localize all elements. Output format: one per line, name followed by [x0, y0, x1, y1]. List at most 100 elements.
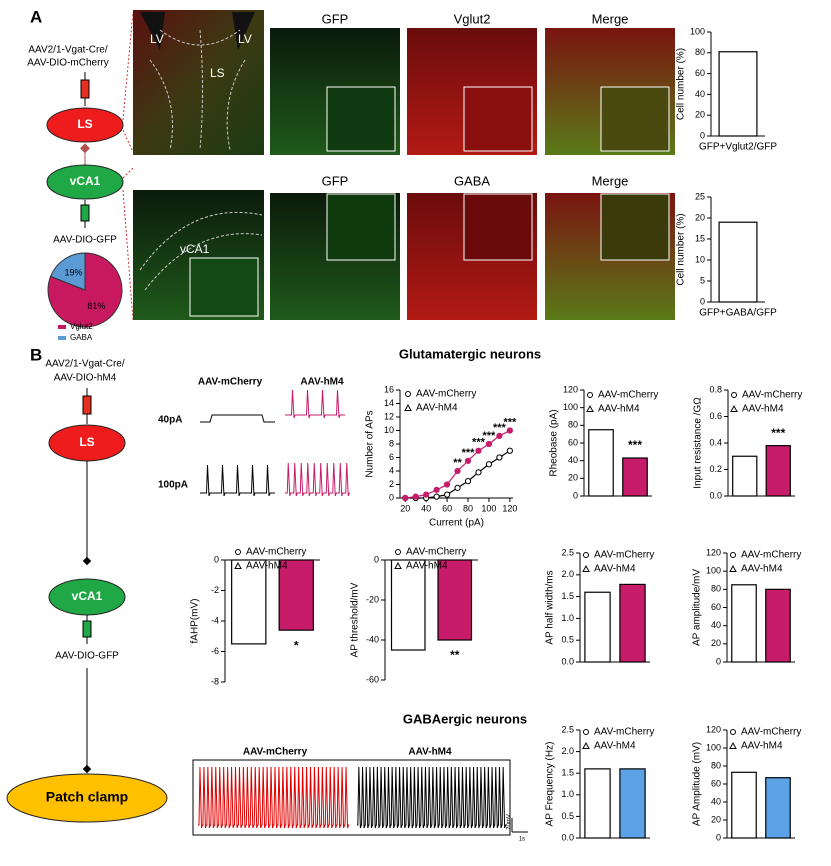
point: [496, 432, 503, 439]
significance: ***: [472, 437, 486, 449]
legend-marker: [730, 552, 736, 558]
y-tick-label: 0.2: [709, 464, 722, 474]
y-tick-label: 120: [563, 384, 578, 394]
point: [454, 484, 461, 491]
image-label: LS: [210, 66, 225, 80]
bar: [718, 221, 758, 303]
y-tick-label: 0: [716, 656, 721, 666]
x-tick-label: 80: [463, 503, 473, 513]
legend-marker: [731, 392, 737, 398]
y-tick-label: 10: [384, 425, 394, 435]
legend-swatch: [58, 336, 66, 340]
y-tick-label: 40: [695, 89, 705, 99]
x-axis-label: Current (pA): [429, 518, 484, 529]
bar: [732, 455, 758, 497]
vector-text: AAV2/1-Vgat-Cre/: [45, 359, 125, 370]
y-tick-label: 15: [695, 233, 705, 243]
current-label: 100pA: [158, 480, 188, 491]
reporter-text: AAV-DIO-GFP: [53, 235, 117, 246]
y-tick-label: 0: [700, 296, 705, 306]
y-tick-label: 100: [563, 402, 578, 412]
y-tick-label: 60: [711, 778, 721, 788]
bar: [390, 559, 426, 651]
y-axis-label: Cell number (%): [676, 48, 687, 120]
y-axis-label: AP amplitude/mV: [692, 569, 703, 646]
x-tick-label: GFP+Vglut2/GFP: [699, 142, 777, 153]
bar: [437, 559, 473, 641]
image-title: GABA: [454, 173, 490, 188]
y-tick-label: 40: [711, 796, 721, 806]
inset: [600, 193, 670, 261]
y-axis-label: Cell number (%): [676, 213, 687, 285]
legend-marker: [235, 549, 241, 555]
y-tick-label: 0: [573, 490, 578, 500]
syringe: [82, 615, 92, 644]
trace-group: AAV-hM4: [300, 377, 344, 388]
bar: [765, 588, 791, 663]
trace: [285, 462, 350, 497]
y-tick-label: 40: [711, 620, 721, 630]
syringe: [80, 72, 90, 106]
legend-label: AAV-hM4: [741, 564, 783, 575]
y-tick-label: 2.5: [561, 547, 574, 557]
vca1-node: [46, 164, 124, 200]
y-tick-label: 20: [711, 638, 721, 648]
y-axis-label: Number of APs: [365, 410, 376, 477]
trace-group: AAV-mCherry: [243, 747, 308, 758]
legend-marker: [729, 741, 737, 749]
panel-label: B: [30, 345, 42, 364]
slice-label: 81%: [87, 301, 105, 311]
bar: [588, 429, 614, 497]
y-tick-label: 0.4: [709, 437, 722, 447]
significance: ***: [462, 447, 476, 459]
y-tick-label: 14: [384, 398, 394, 408]
legend-label: AAV-hM4: [594, 741, 636, 752]
trace: [285, 389, 345, 419]
point: [475, 469, 482, 476]
x-tick-label: 60: [442, 503, 452, 513]
image-title: Merge: [592, 173, 629, 188]
legend-marker: [583, 552, 589, 558]
section-title: GABAergic neurons: [403, 711, 527, 726]
legend-label: AAV-hM4: [598, 404, 640, 415]
y-tick-label: 1.5: [561, 768, 574, 778]
image-title: GFP: [322, 173, 349, 188]
legend-marker: [730, 404, 738, 412]
legend-label: AAV-mCherry: [598, 390, 658, 401]
y-tick-label: 120: [706, 547, 721, 557]
inset: [189, 257, 259, 317]
significance: ***: [493, 422, 507, 434]
region-outline: [149, 29, 246, 151]
legend-label: AAV-mCherry: [741, 550, 801, 561]
point: [433, 486, 440, 493]
y-tick-label: 2.0: [561, 746, 574, 756]
node-label: vCA1: [72, 589, 103, 603]
legend-swatch: [58, 325, 66, 329]
point: [433, 493, 440, 500]
legend-marker: [583, 729, 589, 735]
significance: ***: [483, 430, 497, 442]
y-tick-label: 0.5: [561, 811, 574, 821]
legend-marker: [730, 729, 736, 735]
point: [423, 491, 430, 498]
y-tick-label: 20: [695, 212, 705, 222]
y-tick-label: 0: [389, 492, 394, 502]
bar: [584, 768, 611, 839]
y-tick-label: 60: [711, 602, 721, 612]
legend-marker: [395, 549, 401, 555]
legend-marker: [586, 404, 594, 412]
point: [464, 478, 472, 485]
trace: [198, 766, 350, 829]
y-tick-label: -60: [366, 674, 379, 684]
image-label: LV: [238, 32, 252, 46]
y-tick-label: 1.0: [561, 789, 574, 799]
y-tick-label: 40: [568, 455, 578, 465]
trace-group: AAV-mCherry: [198, 377, 263, 388]
y-tick-label: 2.5: [561, 724, 574, 734]
ls-node: [46, 107, 124, 143]
y-tick-label: -8: [211, 676, 219, 686]
bar: [231, 559, 267, 645]
y-tick-label: 16: [384, 384, 394, 394]
y-tick-label: 0: [374, 554, 379, 564]
legend-label: AAV-mCherry: [594, 550, 654, 561]
